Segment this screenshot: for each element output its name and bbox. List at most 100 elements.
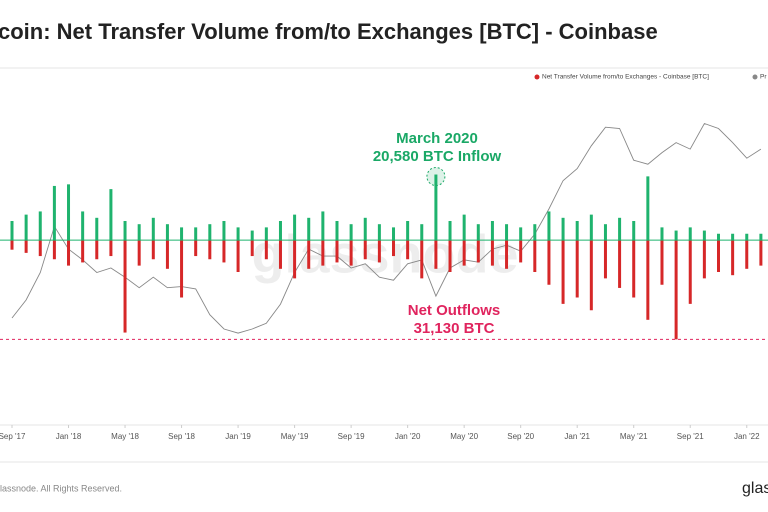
bar bbox=[589, 240, 593, 311]
bar bbox=[250, 230, 254, 241]
bar bbox=[618, 217, 622, 241]
bar bbox=[377, 240, 381, 263]
bar bbox=[81, 211, 85, 241]
bar bbox=[278, 240, 282, 269]
bar bbox=[660, 227, 664, 241]
bar bbox=[490, 240, 494, 266]
bar bbox=[24, 214, 28, 241]
bar bbox=[208, 224, 212, 241]
bar bbox=[151, 217, 155, 241]
bar bbox=[349, 224, 353, 241]
bar bbox=[392, 227, 396, 241]
legend-swatch bbox=[534, 74, 540, 80]
bar bbox=[222, 240, 226, 263]
bar bbox=[632, 240, 636, 298]
bar bbox=[561, 217, 565, 241]
bar bbox=[674, 230, 678, 241]
bar bbox=[406, 240, 410, 260]
bar bbox=[194, 227, 198, 241]
bar bbox=[293, 240, 297, 279]
bar bbox=[589, 214, 593, 241]
bar bbox=[533, 224, 537, 241]
bar bbox=[81, 240, 85, 263]
bar bbox=[377, 224, 381, 241]
bar bbox=[632, 221, 636, 241]
bar bbox=[123, 221, 127, 241]
x-tick-label: May '21 bbox=[620, 432, 648, 441]
bar bbox=[476, 240, 480, 263]
annotation-circle bbox=[426, 167, 446, 187]
bar bbox=[307, 217, 311, 241]
bar bbox=[363, 240, 367, 260]
bar bbox=[688, 227, 692, 241]
x-tick-label: Sep '20 bbox=[507, 432, 534, 441]
x-tick-label: Sep '19 bbox=[338, 432, 365, 441]
annotation: 31,130 BTC bbox=[414, 320, 495, 337]
x-tick-label: May '20 bbox=[450, 432, 478, 441]
bar bbox=[731, 240, 735, 276]
x-tick-label: Sep '17 bbox=[0, 432, 26, 441]
bar bbox=[519, 240, 523, 263]
bar bbox=[335, 221, 339, 241]
bar bbox=[137, 224, 141, 241]
bar bbox=[222, 221, 226, 241]
bar bbox=[278, 221, 282, 241]
bar bbox=[109, 189, 113, 241]
bar bbox=[462, 240, 466, 266]
price-line bbox=[11, 122, 762, 334]
bar bbox=[208, 240, 212, 260]
bar bbox=[406, 221, 410, 241]
x-tick-label: May '18 bbox=[111, 432, 139, 441]
logo: glas bbox=[742, 480, 768, 497]
bar bbox=[392, 240, 396, 257]
bar bbox=[123, 240, 127, 333]
bar bbox=[109, 240, 113, 257]
bar bbox=[151, 240, 155, 260]
bar bbox=[490, 221, 494, 241]
bar bbox=[702, 230, 706, 241]
bar bbox=[745, 240, 749, 269]
bar bbox=[688, 240, 692, 304]
bar bbox=[236, 240, 240, 272]
bar bbox=[194, 240, 198, 257]
x-tick-label: Jan '19 bbox=[225, 432, 251, 441]
bar bbox=[321, 211, 325, 241]
chart-title: coin: Net Transfer Volume from/to Exchan… bbox=[0, 19, 658, 44]
bar bbox=[180, 227, 184, 241]
annotation: 20,580 BTC Inflow bbox=[373, 148, 502, 165]
legend-label: Net Transfer Volume from/to Exchanges - … bbox=[542, 74, 709, 81]
bar bbox=[448, 240, 452, 272]
bar bbox=[321, 240, 325, 266]
annotation: Net Outflows bbox=[408, 302, 501, 319]
x-tick-label: Sep '21 bbox=[677, 432, 704, 441]
bar bbox=[95, 240, 99, 260]
bar bbox=[349, 240, 353, 266]
bar bbox=[52, 240, 56, 260]
legend-label: Pr bbox=[760, 74, 767, 81]
bar bbox=[448, 221, 452, 241]
x-tick-label: Jan '18 bbox=[56, 432, 82, 441]
bar bbox=[759, 233, 763, 241]
x-tick-label: Jan '22 bbox=[734, 432, 760, 441]
bar bbox=[646, 240, 650, 320]
bar bbox=[250, 240, 254, 257]
bar bbox=[745, 233, 749, 241]
bar bbox=[505, 224, 509, 241]
bar bbox=[759, 240, 763, 266]
bar bbox=[52, 185, 56, 241]
bar bbox=[10, 240, 14, 250]
bar bbox=[24, 240, 28, 253]
bar bbox=[533, 240, 537, 272]
bar bbox=[180, 240, 184, 298]
bar bbox=[717, 233, 720, 241]
bar bbox=[10, 221, 14, 241]
x-tick-label: Jan '21 bbox=[564, 432, 590, 441]
bar bbox=[674, 240, 678, 340]
bar bbox=[561, 240, 565, 304]
bar bbox=[293, 214, 297, 241]
legend-swatch bbox=[752, 74, 758, 80]
bar bbox=[731, 233, 735, 241]
bar bbox=[434, 240, 438, 269]
bar bbox=[307, 240, 311, 269]
